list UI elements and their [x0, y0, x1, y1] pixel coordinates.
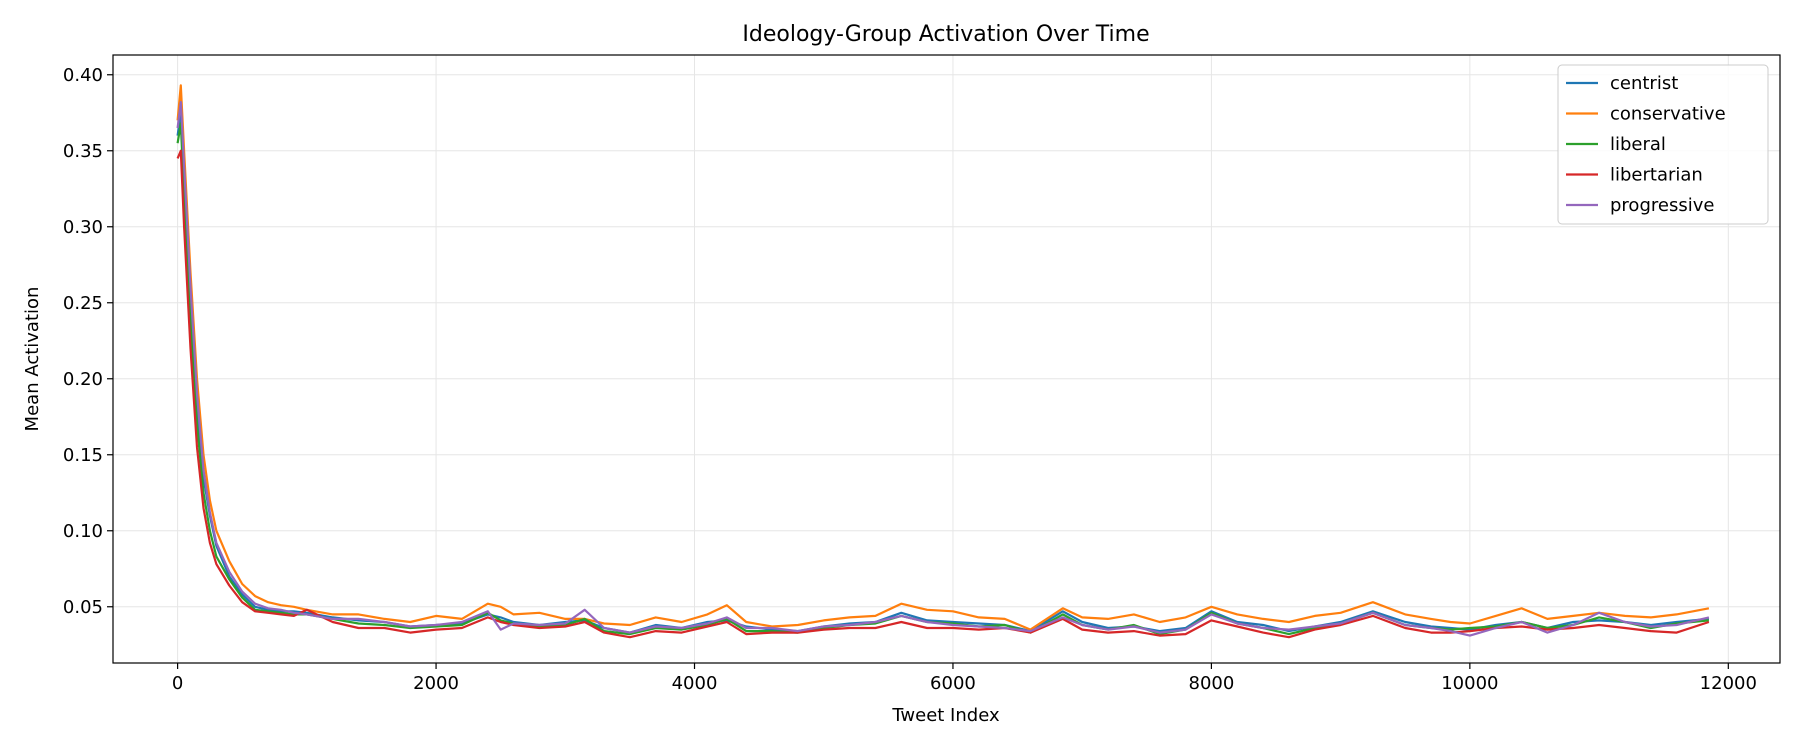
series-line-libertarian	[176, 149, 1710, 639]
x-tick-label: 0	[172, 673, 183, 694]
series-line-progressive	[176, 100, 1710, 637]
series-line-conservative	[176, 84, 1710, 631]
legend-label-libertarian: libertarian	[1610, 165, 1703, 186]
x-axis-ticks: 0 2000 4000 6000 8000 10000 12000	[172, 663, 1757, 694]
grid	[113, 55, 1780, 663]
x-tick-label: 6000	[930, 673, 976, 694]
y-axis-label: Mean Activation	[22, 287, 43, 432]
plot-frame	[112, 54, 1781, 664]
y-tick-label: 0.15	[63, 445, 103, 466]
legend-box	[1557, 64, 1769, 225]
legend-label-centrist: centrist	[1610, 73, 1678, 94]
legend: centrist conservative liberal libertarian pr…	[1557, 64, 1769, 225]
series-lines	[176, 84, 1710, 639]
x-tick-label: 10000	[1441, 673, 1498, 694]
y-axis-ticks: 0.05 0.10 0.15 0.20 0.25 0.30 0.35 0.40	[63, 65, 113, 618]
legend-label-conservative: conservative	[1610, 104, 1726, 125]
x-tick-label: 8000	[1189, 673, 1235, 694]
x-axis-label: Tweet Index	[891, 705, 1000, 726]
legend-label-liberal: liberal	[1610, 134, 1666, 155]
y-tick-label: 0.35	[63, 141, 103, 162]
y-tick-label: 0.40	[63, 65, 103, 86]
legend-label-progressive: progressive	[1610, 195, 1714, 216]
y-tick-label: 0.25	[63, 293, 103, 314]
x-tick-label: 2000	[413, 673, 459, 694]
y-tick-label: 0.10	[63, 521, 103, 542]
y-tick-label: 0.30	[63, 217, 103, 238]
x-tick-label: 12000	[1700, 673, 1757, 694]
x-tick-label: 4000	[672, 673, 718, 694]
y-tick-label: 0.20	[63, 369, 103, 390]
chart-title: Ideology-Group Activation Over Time	[742, 22, 1149, 47]
y-tick-label: 0.05	[63, 597, 103, 618]
